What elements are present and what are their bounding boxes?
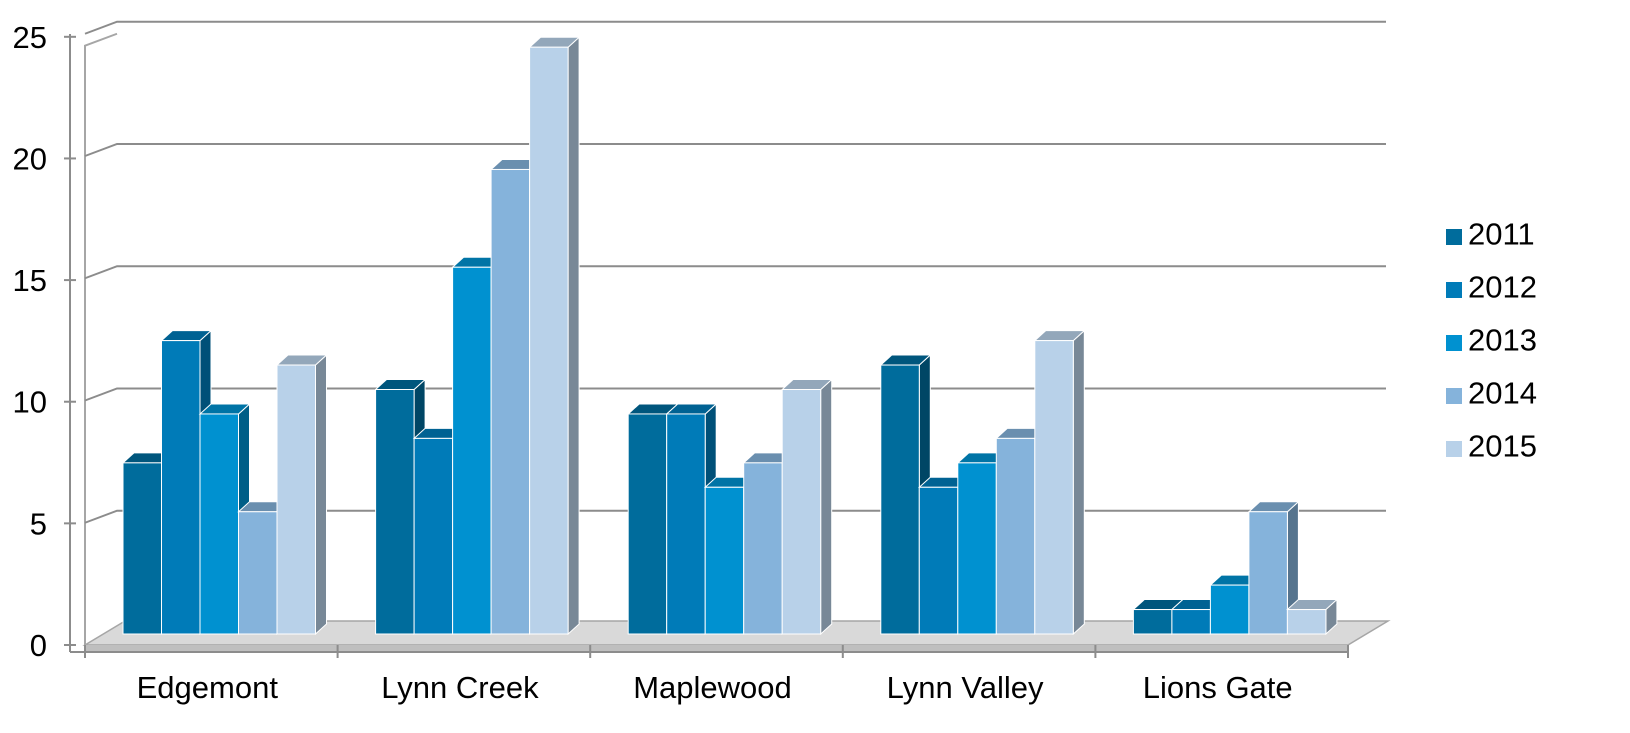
bar-front-face [918, 486, 959, 635]
bar-front-face [1248, 511, 1288, 635]
bar-front-face [529, 46, 569, 635]
legend-label: 2015 [1468, 429, 1537, 464]
legend-item-2011: 2011 [1446, 217, 1535, 252]
bar-lions-gate-2014 [1247, 500, 1300, 636]
gridline [84, 20, 1386, 35]
legend: 2011 2012 2013 2014 2015 [1446, 217, 1537, 464]
side-wall-edge [84, 32, 118, 645]
bar-front-face [452, 266, 492, 635]
legend-label: 2013 [1468, 323, 1537, 358]
bar-front-face [375, 389, 415, 635]
bar-front-face [199, 413, 239, 635]
legend-label: 2011 [1468, 217, 1535, 252]
bar-front-face [880, 364, 920, 635]
x-category-label: Maplewood [633, 670, 792, 705]
bar-front-face [957, 462, 997, 635]
bar-front-face [781, 389, 822, 635]
legend-item-2012: 2012 [1446, 270, 1537, 305]
legend-swatch [1446, 388, 1462, 404]
legend-swatch [1446, 282, 1462, 298]
bar-front-face [161, 340, 201, 635]
y-tick-label: 20 [13, 141, 47, 176]
bar-front-face [666, 413, 706, 635]
x-category-label: Lynn Valley [887, 670, 1044, 705]
x-category-label: Edgemont [137, 670, 279, 705]
bar-maplewood-2015 [780, 378, 833, 636]
bar-front-face [1209, 584, 1250, 635]
gridline [84, 387, 1386, 402]
bar-side-face [567, 36, 580, 636]
bar-front-face [490, 168, 531, 635]
legend-swatch [1446, 229, 1462, 245]
bar-front-face [1132, 609, 1173, 635]
bar-front-face [1034, 340, 1074, 635]
legend-item-2013: 2013 [1446, 323, 1537, 358]
legend-item-2015: 2015 [1446, 429, 1537, 464]
y-tick-label: 5 [30, 506, 47, 541]
y-tick-label: 0 [30, 628, 47, 663]
bar-side-face [820, 378, 833, 636]
bar-side-face [315, 353, 327, 636]
bar-front-face [413, 437, 454, 635]
legend-swatch [1446, 335, 1462, 351]
bar-lynn-valley-2015 [1033, 329, 1086, 636]
x-category-label: Lions Gate [1143, 670, 1293, 705]
y-tick-label: 15 [13, 263, 47, 298]
bar-edgemont-2015 [275, 353, 328, 636]
x-axis-categories: Edgemont Lynn Creek Maplewood Lynn Valley Li… [137, 670, 1293, 705]
bar-front-face [995, 437, 1036, 635]
floor-edge [85, 645, 1348, 651]
bar-front-face [1286, 609, 1327, 635]
gridline [84, 265, 1386, 280]
axes [69, 34, 1349, 658]
legend-swatch [1446, 441, 1462, 457]
bar-side-face [1072, 329, 1085, 636]
bar-front-face [743, 462, 783, 635]
y-tick-label: 25 [13, 20, 47, 55]
legend-item-2014: 2014 [1446, 376, 1537, 411]
bar-front-face [276, 364, 316, 635]
legend-label: 2012 [1468, 270, 1537, 305]
y-tick-label: 10 [13, 385, 47, 420]
bar-lynn-creek-2015 [528, 36, 581, 636]
bar-front-face [1171, 609, 1211, 635]
chart-walls [84, 32, 118, 645]
bar-front-face [238, 511, 278, 635]
bars [121, 36, 1339, 636]
bar-front-face [704, 486, 745, 635]
gridline [84, 143, 1386, 157]
bar-front-face [627, 413, 668, 635]
x-category-label: Lynn Creek [381, 670, 539, 705]
bar-front-face [122, 462, 162, 635]
bar-lions-gate-2015 [1286, 598, 1339, 636]
legend-label: 2014 [1468, 376, 1537, 411]
y-axis-ticks: 0 5 10 15 20 25 [13, 20, 76, 663]
